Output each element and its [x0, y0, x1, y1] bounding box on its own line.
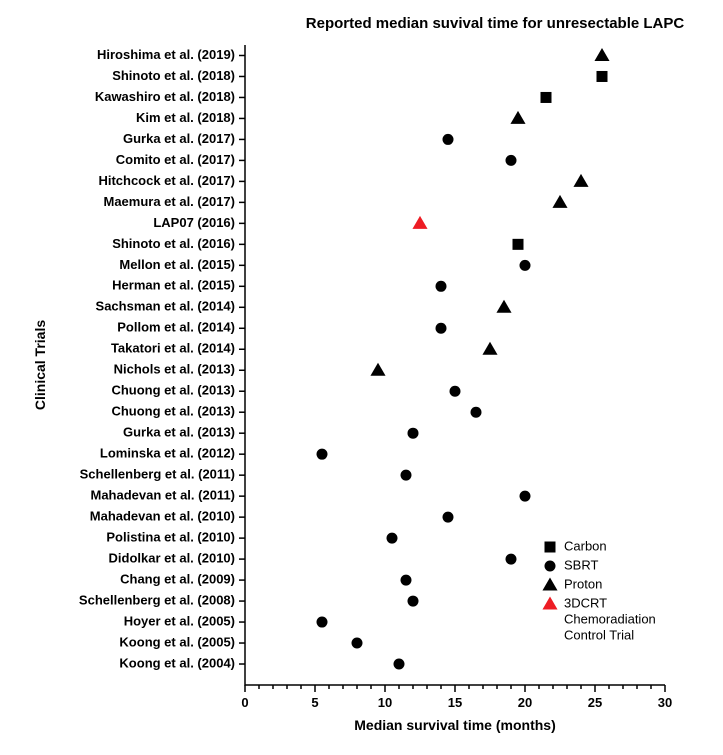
- x-tick-label: 0: [241, 695, 248, 710]
- point-circle: [401, 575, 412, 586]
- x-tick-label: 25: [588, 695, 602, 710]
- point-circle: [506, 554, 517, 565]
- point-triangle: [594, 48, 609, 61]
- x-axis-label: Median survival time (months): [354, 717, 555, 733]
- x-tick-label: 30: [658, 695, 672, 710]
- y-tick-label: Chang et al. (2009): [120, 572, 235, 587]
- y-tick-label: Chuong et al. (2013): [111, 383, 235, 398]
- y-tick-label: Lominska et al. (2012): [100, 446, 235, 461]
- point-triangle: [370, 363, 385, 376]
- point-triangle: [573, 174, 588, 187]
- point-triangle: [510, 111, 525, 124]
- y-tick-label: Polistina et al. (2010): [106, 530, 235, 545]
- point-triangle: [542, 596, 557, 609]
- y-tick-label: Comito et al. (2017): [116, 152, 235, 167]
- point-square: [541, 92, 552, 103]
- y-tick-label: Gurka et al. (2017): [123, 131, 235, 146]
- x-tick-label: 10: [378, 695, 392, 710]
- point-circle: [471, 407, 482, 418]
- point-circle: [520, 260, 531, 271]
- y-tick-label: Pollom et al. (2014): [117, 320, 235, 335]
- legend-label: Carbon: [564, 538, 607, 553]
- y-tick-label: Herman et al. (2015): [112, 278, 235, 293]
- point-circle: [506, 155, 517, 166]
- y-tick-label: Koong et al. (2004): [119, 655, 235, 670]
- point-square: [545, 542, 556, 553]
- y-tick-label: Chuong et al. (2013): [111, 404, 235, 419]
- y-tick-label: Schellenberg et al. (2011): [80, 467, 235, 482]
- y-axis-label: Clinical Trials: [32, 320, 48, 410]
- point-circle: [317, 617, 328, 628]
- point-circle: [450, 386, 461, 397]
- y-tick-label: LAP07 (2016): [153, 215, 235, 230]
- point-circle: [545, 561, 556, 572]
- legend-label: 3DCRT: [564, 595, 607, 610]
- y-tick-label: Schellenberg et al. (2008): [79, 593, 235, 608]
- y-tick-label: Mahadevan et al. (2011): [90, 488, 235, 503]
- y-tick-label: Kim et al. (2018): [136, 110, 235, 125]
- point-circle: [436, 281, 447, 292]
- point-circle: [520, 491, 531, 502]
- y-tick-label: Kawashiro et al. (2018): [95, 89, 235, 104]
- x-tick-label: 20: [518, 695, 532, 710]
- legend-label: Control Trial: [564, 627, 634, 642]
- legend-label: SBRT: [564, 557, 598, 572]
- y-tick-label: Shinoto et al. (2016): [112, 236, 235, 251]
- y-tick-label: Hoyer et al. (2005): [124, 613, 235, 628]
- chart-title: Reported median suvival time for unresec…: [306, 15, 685, 32]
- y-tick-label: Hiroshima et al. (2019): [97, 47, 235, 62]
- x-tick-label: 5: [311, 695, 318, 710]
- point-circle: [443, 512, 454, 523]
- survival-chart: Reported median suvival time for unresec…: [0, 0, 723, 755]
- legend-label: Proton: [564, 576, 602, 591]
- point-triangle: [542, 577, 557, 590]
- point-circle: [408, 428, 419, 439]
- point-triangle: [482, 342, 497, 355]
- y-tick-label: Gurka et al. (2013): [123, 425, 235, 440]
- point-circle: [443, 134, 454, 145]
- y-tick-label: Takatori et al. (2014): [111, 341, 235, 356]
- y-tick-label: Mahadevan et al. (2010): [90, 509, 235, 524]
- y-tick-label: Nichols et al. (2013): [114, 362, 235, 377]
- point-circle: [387, 533, 398, 544]
- point-circle: [394, 659, 405, 670]
- y-tick-label: Koong et al. (2005): [119, 634, 235, 649]
- point-square: [597, 71, 608, 82]
- point-triangle: [496, 300, 511, 313]
- point-circle: [352, 638, 363, 649]
- y-tick-label: Maemura et al. (2017): [103, 194, 235, 209]
- y-tick-label: Hitchcock et al. (2017): [98, 173, 235, 188]
- y-tick-label: Shinoto et al. (2018): [112, 68, 235, 83]
- point-triangle: [552, 195, 567, 208]
- point-circle: [317, 449, 328, 460]
- point-triangle: [412, 216, 427, 229]
- x-tick-label: 15: [448, 695, 462, 710]
- y-tick-label: Didolkar et al. (2010): [109, 551, 235, 566]
- y-tick-label: Sachsman et al. (2014): [96, 299, 235, 314]
- point-square: [513, 239, 524, 250]
- point-circle: [401, 470, 412, 481]
- point-circle: [408, 596, 419, 607]
- point-circle: [436, 323, 447, 334]
- chart-svg: Reported median suvival time for unresec…: [0, 0, 723, 755]
- legend-label: Chemoradiation: [564, 611, 656, 626]
- y-tick-label: Mellon et al. (2015): [119, 257, 235, 272]
